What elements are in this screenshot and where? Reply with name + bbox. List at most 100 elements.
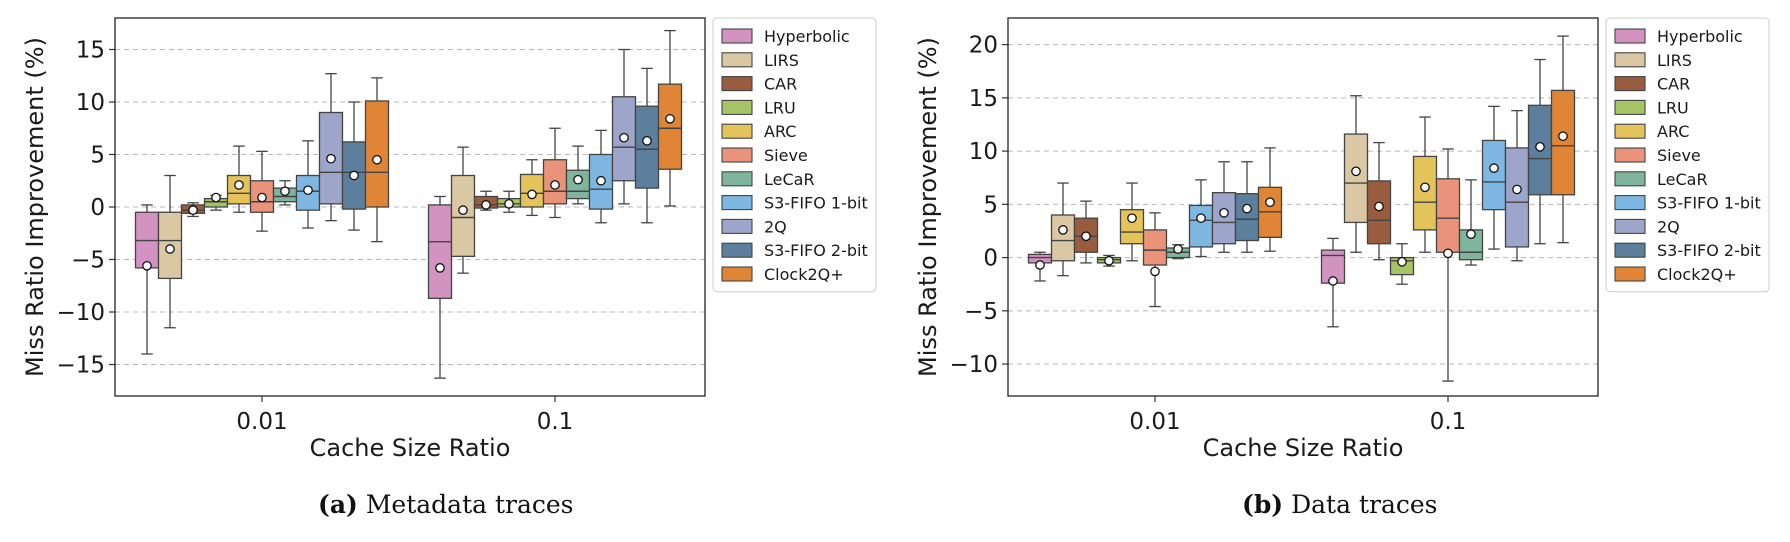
legend-swatch — [721, 28, 753, 44]
panel-b-box-2q-0.1 — [1504, 109, 1530, 262]
legend-swatch — [721, 76, 753, 92]
panel-a-ytick-label: 15 — [76, 38, 105, 64]
panel-a-box-car-0.01 — [180, 202, 206, 218]
box-mean-marker — [188, 205, 198, 215]
box-mean-marker — [1443, 248, 1453, 259]
panel-b-box-2q-0.01 — [1211, 161, 1237, 253]
caption-b: (b) Data traces — [1242, 490, 1437, 519]
panel-b-box-lirs-0.1 — [1343, 95, 1369, 253]
box-mean-marker — [1351, 166, 1361, 177]
legend-label: ARC — [764, 122, 796, 141]
legend-swatch — [721, 218, 753, 234]
panel-b-ytick-label: 20 — [969, 33, 998, 59]
box-iqr — [1343, 133, 1369, 224]
panel-a: −15 −10 −5 0 5 10 15 0.01 0.1 Cache Size Ratio Mis… — [21, 17, 877, 462]
caption-b-text: Data traces — [1291, 490, 1438, 519]
legend-label: LIRS — [1657, 51, 1692, 70]
panel-b-xtick-label: 0.01 — [1129, 409, 1180, 435]
panel-a-ytick-label: −5 — [71, 248, 105, 274]
panel-b-box-s3-fifo-1-bit-0.1 — [1481, 105, 1507, 250]
legend-frame — [712, 17, 877, 293]
box-mean-marker — [1150, 266, 1160, 277]
panel-b-box-lecar-0.01 — [1165, 244, 1191, 260]
legend-swatch — [1614, 52, 1646, 68]
panel-b-box-s3-fifo-1-bit-0.01 — [1188, 179, 1214, 258]
legend-label: S3-FIFO 1-bit — [1657, 194, 1761, 213]
panel-b-box-lirs-0.01 — [1050, 182, 1076, 277]
legend-label: Clock2Q+ — [1657, 265, 1737, 284]
box-mean-marker — [326, 153, 336, 164]
box-mean-marker — [1420, 182, 1430, 193]
box-iqr — [1188, 204, 1214, 248]
caption-a-tag: (a) — [318, 490, 358, 519]
box-mean-marker — [481, 200, 491, 210]
box-mean-marker — [1489, 163, 1499, 173]
box-mean-marker — [458, 205, 468, 215]
box-iqr — [364, 100, 390, 208]
legend-label: LeCaR — [1657, 170, 1708, 189]
box-mean-marker — [280, 186, 290, 197]
panel-a-box-lirs-0.1 — [450, 146, 476, 274]
legend-label: Sieve — [764, 146, 808, 165]
box-iqr — [1119, 209, 1145, 245]
box-iqr — [450, 174, 476, 257]
box-mean-marker — [1196, 213, 1206, 224]
panel-b-box-car-0.01 — [1073, 200, 1099, 264]
panel-b-ytick-label: 5 — [983, 192, 998, 218]
panel-a-ytick-label: −10 — [56, 300, 105, 326]
panel-a-box-hyperbolic-0.01 — [134, 204, 160, 355]
legend-label: Hyperbolic — [764, 27, 850, 46]
panel-a-box-lecar-0.01 — [272, 180, 298, 206]
box-mean-marker — [1397, 256, 1407, 267]
panel-b-box-lecar-0.1 — [1458, 179, 1484, 266]
legend-label: 2Q — [1657, 217, 1680, 236]
box-mean-marker — [619, 132, 629, 143]
panel-a-box-car-0.1 — [473, 190, 499, 211]
box-mean-marker — [372, 154, 382, 165]
box-iqr — [1412, 155, 1438, 231]
panel-a-box-s3-fifo-1-bit-0.1 — [588, 129, 614, 224]
box-mean-marker — [257, 192, 267, 203]
panel-b-ytick-label: 0 — [983, 246, 998, 272]
box-mean-marker — [1058, 225, 1068, 235]
panel-a-box-clock2q--0.01 — [364, 77, 390, 243]
panel-b-box-sieve-0.01 — [1142, 212, 1168, 308]
panel-a-box-2q-0.1 — [611, 48, 637, 205]
legend-swatch — [1614, 99, 1646, 115]
panel-b-box-s3-fifo-2-bit-0.1 — [1527, 58, 1553, 245]
box-iqr — [1050, 214, 1076, 262]
box-mean-marker — [1512, 184, 1522, 195]
panel-b-ylabel: Miss Ratio Improvement (%) — [914, 37, 942, 377]
panel-b-box-arc-0.01 — [1119, 182, 1145, 262]
legend-swatch — [721, 52, 753, 68]
box-mean-marker — [550, 180, 560, 190]
caption-a: (a) Metadata traces — [318, 490, 574, 519]
box-mean-marker — [527, 189, 537, 200]
box-mean-marker — [303, 185, 313, 196]
panel-b-ytick-label: −5 — [964, 299, 998, 325]
legend-label: CAR — [1657, 75, 1690, 94]
box-mean-marker — [1558, 131, 1568, 142]
legend-label: S3-FIFO 1-bit — [764, 194, 868, 213]
box-mean-marker — [665, 113, 675, 124]
panel-b-box-lru-0.01 — [1096, 254, 1122, 267]
panel-a-box-s3-fifo-1-bit-0.01 — [295, 140, 321, 229]
legend-label: S3-FIFO 2-bit — [1657, 241, 1761, 260]
box-iqr — [1366, 180, 1392, 245]
panel-b-axes-frame — [1007, 17, 1599, 397]
panel-b-ytick-label: 10 — [969, 139, 998, 165]
panel-b-box-sieve-0.1 — [1435, 148, 1461, 382]
panel-a-xlabel: Cache Size Ratio — [310, 434, 511, 462]
panel-a-ytick-label: 10 — [76, 90, 105, 116]
box-iqr — [1435, 178, 1461, 253]
legend-label: S3-FIFO 2-bit — [764, 241, 868, 260]
box-iqr — [1550, 89, 1576, 196]
panel-a-box-2q-0.01 — [318, 73, 344, 222]
panel-a-axes-frame — [114, 17, 706, 397]
box-mean-marker — [165, 244, 175, 254]
box-mean-marker — [1104, 255, 1114, 266]
legend-swatch — [721, 99, 753, 115]
panel-b-box-arc-0.1 — [1412, 116, 1438, 253]
panel-a-ytick-label: 0 — [90, 195, 105, 221]
